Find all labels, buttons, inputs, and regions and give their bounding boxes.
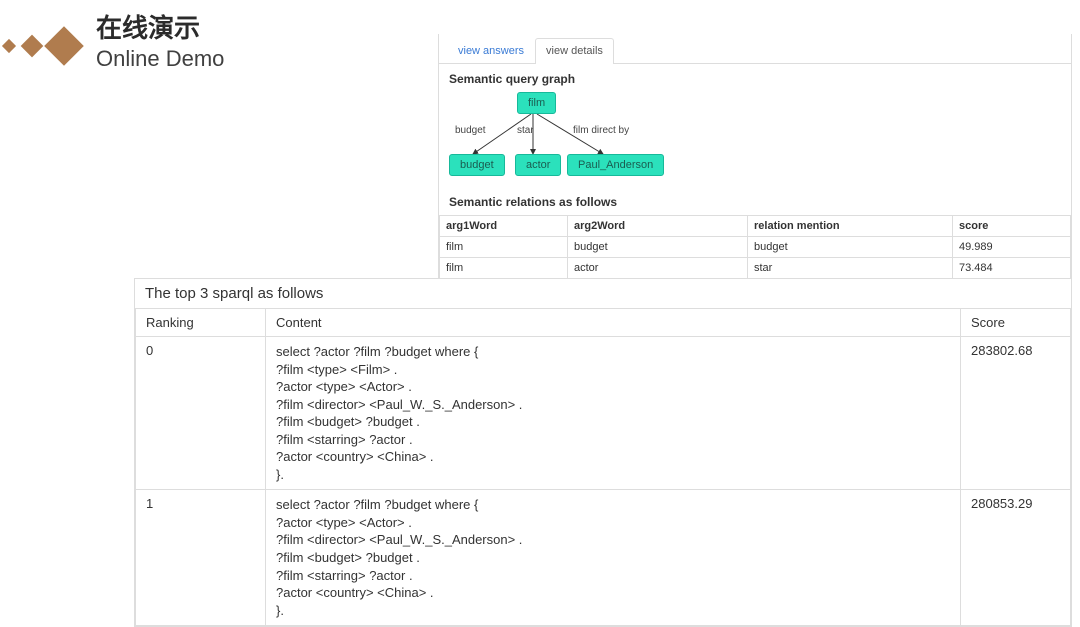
table-cell: film [440, 258, 568, 279]
title-english: Online Demo [96, 45, 224, 73]
tab-view-details[interactable]: view details [535, 38, 614, 64]
table-header-row: Ranking Content Score [136, 309, 1071, 337]
title-chinese: 在线演示 [96, 12, 224, 45]
cell-score: 280853.29 [961, 490, 1071, 626]
sparql-panel: The top 3 sparql as follows Ranking Cont… [134, 278, 1072, 627]
diamond-icon [21, 35, 44, 58]
details-panel: view answers view details Semantic query… [438, 34, 1072, 301]
col-score: score [953, 216, 1071, 237]
table-cell: budget [748, 237, 953, 258]
sparql-heading: The top 3 sparql as follows [135, 278, 1071, 308]
table-cell: film [440, 237, 568, 258]
cell-content: select ?actor ?film ?budget where { ?act… [266, 490, 961, 626]
cell-ranking: 0 [136, 337, 266, 490]
col-relation: relation mention [748, 216, 953, 237]
table-cell: actor [568, 258, 748, 279]
col-ranking: Ranking [136, 309, 266, 337]
cell-score: 283802.68 [961, 337, 1071, 490]
title-block: 在线演示 Online Demo [96, 12, 224, 72]
semantic-graph: film budget actor Paul_Anderson budget s… [443, 92, 1071, 187]
table-row: filmbudgetbudget49.989 [440, 237, 1071, 258]
table-row: filmactorstar73.484 [440, 258, 1071, 279]
graph-node-film[interactable]: film [517, 92, 556, 114]
table-cell: budget [568, 237, 748, 258]
tab-bar: view answers view details [439, 34, 1071, 64]
cell-content: select ?actor ?film ?budget where { ?fil… [266, 337, 961, 490]
col-content: Content [266, 309, 961, 337]
diamond-bullets [4, 32, 88, 60]
table-row: 0select ?actor ?film ?budget where { ?fi… [136, 337, 1071, 490]
relations-heading: Semantic relations as follows [439, 187, 1071, 215]
graph-node-actor[interactable]: actor [515, 154, 561, 176]
cell-ranking: 1 [136, 490, 266, 626]
edge-label-star: star [517, 125, 534, 136]
graph-node-budget[interactable]: budget [449, 154, 505, 176]
edge-label-budget: budget [455, 125, 486, 136]
diamond-icon [2, 39, 16, 53]
edge-label-direct: film direct by [573, 125, 629, 136]
table-cell: 49.989 [953, 237, 1071, 258]
tab-view-answers[interactable]: view answers [447, 38, 535, 63]
table-header-row: arg1Word arg2Word relation mention score [440, 216, 1071, 237]
diamond-icon [44, 26, 84, 66]
graph-node-paul[interactable]: Paul_Anderson [567, 154, 664, 176]
slide-header: 在线演示 Online Demo [0, 12, 224, 72]
sparql-table: Ranking Content Score 0select ?actor ?fi… [135, 308, 1071, 626]
table-cell: 73.484 [953, 258, 1071, 279]
graph-heading: Semantic query graph [439, 64, 1071, 92]
table-row: 1select ?actor ?film ?budget where { ?ac… [136, 490, 1071, 626]
col-arg1word: arg1Word [440, 216, 568, 237]
table-cell: star [748, 258, 953, 279]
col-arg2word: arg2Word [568, 216, 748, 237]
col-score: Score [961, 309, 1071, 337]
